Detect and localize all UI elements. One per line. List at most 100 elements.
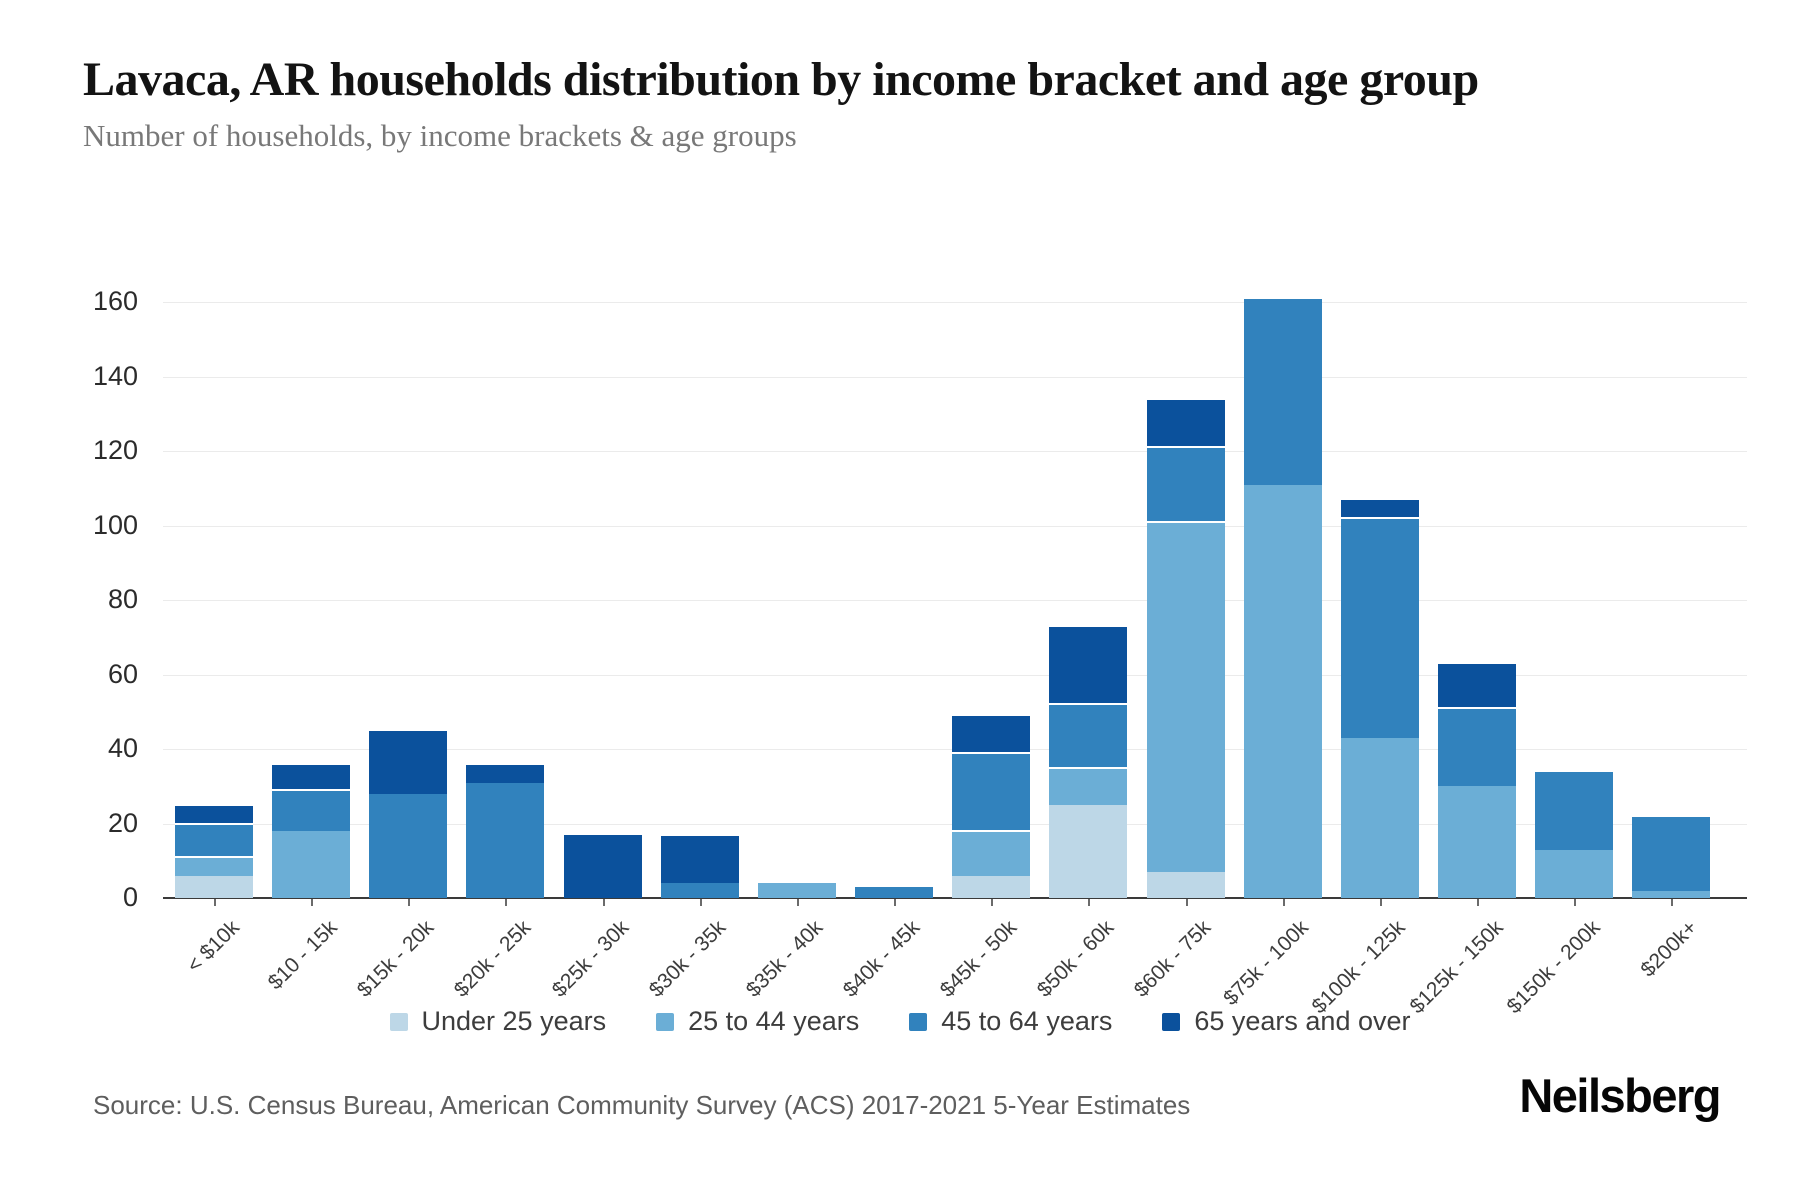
bar-segment-under-25-years[interactable] [952,875,1031,898]
bar-segment-45-to-64-years[interactable] [1437,708,1516,787]
segment-divider [1243,297,1322,300]
gridline-100 [163,525,1747,527]
axis-tick [1185,899,1188,906]
segment-divider [175,803,253,806]
legend-swatch [656,1012,675,1031]
segment-divider [1146,520,1225,523]
page-title: Lavaca, AR households distribution by in… [83,53,1479,106]
segment-divider [272,762,351,765]
legend-item-45-to-64-years[interactable]: 45 to 64 years [909,1006,1112,1037]
axis-tick [1671,899,1674,906]
x-axis-category-label: $20k - 25k [450,916,536,1002]
bar-segment-25-to-44-years[interactable] [175,857,253,876]
bar-segment-25-to-44-years[interactable] [1146,521,1225,872]
x-axis-category-label: $45k - 50k [935,916,1022,1002]
bar-segment-25-to-44-years[interactable] [1535,849,1614,898]
bar-segment-25-to-44-years[interactable] [272,830,351,898]
axis-tick [311,899,314,906]
bar-segment-45-to-64-years[interactable] [660,883,739,898]
legend-swatch [389,1012,408,1031]
bar-segment-45-to-64-years[interactable] [1340,518,1419,738]
axis-tick [894,899,897,906]
segment-divider [952,714,1031,717]
bar-segment-65-years-and-over[interactable] [660,834,739,884]
x-axis-category-label: $35k - 40k [741,916,828,1002]
segment-divider [1049,703,1128,706]
bar-segment-45-to-64-years[interactable] [1632,816,1711,891]
axis-tick [796,899,799,906]
segment-divider [369,729,448,732]
axis-tick [1476,899,1479,906]
legend-item-25-to-44-years[interactable]: 25 to 44 years [656,1006,859,1037]
axis-tick [1574,899,1577,906]
axis-tick [699,899,702,906]
bar-segment-25-to-44-years[interactable] [952,830,1031,876]
segment-divider [1049,766,1128,769]
bar-segment-45-to-64-years[interactable] [369,793,448,898]
gridline-160 [163,302,1747,303]
x-axis-category-label: $10 - 15k [263,916,342,995]
bar-segment-25-to-44-years[interactable] [1340,737,1419,898]
bar-segment-45-to-64-years[interactable] [855,886,934,898]
page-subtitle: Number of households, by income brackets… [83,118,797,153]
bar-segment-65-years-and-over[interactable] [563,834,642,898]
legend-swatch [909,1012,928,1031]
bar-segment-45-to-64-years[interactable] [1243,298,1322,485]
x-axis-line [163,897,1747,899]
segment-divider [1535,770,1614,773]
axis-tick [1282,899,1285,906]
bar-segment-25-to-44-years[interactable] [1437,786,1516,898]
segment-divider [1437,707,1516,710]
segment-divider [1146,446,1225,449]
axis-tick [1379,899,1382,906]
bar-segment-65-years-and-over[interactable] [1146,398,1225,448]
bar-segment-45-to-64-years[interactable] [175,823,253,858]
x-axis-category-label: < $10k [182,916,245,978]
source-note: Source: U.S. Census Bureau, American Com… [93,1090,1191,1120]
bar-segment-45-to-64-years[interactable] [1146,447,1225,522]
legend-item-65-years-and-over[interactable]: 65 years and over [1162,1006,1411,1037]
bar-segment-45-to-64-years[interactable] [466,782,545,898]
bar-segment-65-years-and-over[interactable] [1437,663,1516,708]
neilsberg-logo[interactable]: Neilsberg [1519,1069,1721,1122]
bar-segment-under-25-years[interactable] [1049,804,1128,898]
bar-segment-25-to-44-years[interactable] [1243,484,1322,898]
bar-segment-under-25-years[interactable] [175,875,253,898]
gridline-80 [163,600,1747,601]
bar-segment-45-to-64-years[interactable] [1049,704,1128,768]
y-axis-tick-label: 20 [107,807,138,838]
bar-segment-65-years-and-over[interactable] [272,763,351,790]
x-axis-category-label: $15k - 20k [352,916,439,1002]
legend-label: Under 25 years [421,1006,607,1036]
bar-segment-45-to-64-years[interactable] [1535,771,1614,850]
legend-item-under-25-years[interactable]: Under 25 years [389,1006,607,1037]
bar-segment-65-years-and-over[interactable] [175,804,253,824]
x-axis-category-label: $125k - 150k [1405,916,1508,1019]
bar-segment-45-to-64-years[interactable] [272,789,351,831]
gridline-60 [163,674,1747,676]
bar-segment-25-to-44-years[interactable] [1049,767,1128,805]
bar-segment-under-25-years[interactable] [1146,871,1225,898]
bar-segment-65-years-and-over[interactable] [369,730,448,794]
y-axis-tick-label: 100 [92,509,138,540]
segment-divider [466,762,545,765]
bar-segment-45-to-64-years[interactable] [952,752,1031,831]
segment-divider [952,751,1031,754]
bar-segment-65-years-and-over[interactable] [466,763,545,783]
bar-segment-65-years-and-over[interactable] [1049,626,1128,705]
x-axis-category-label: $100k - 125k [1307,916,1411,1019]
bar-segment-65-years-and-over[interactable] [952,715,1031,753]
y-axis-tick-label: 40 [107,733,138,763]
bar-segment-25-to-44-years[interactable] [757,883,836,898]
segment-divider [952,829,1031,832]
segment-divider [1146,397,1225,400]
axis-tick [991,899,994,906]
segment-divider [272,788,351,791]
gridline-120 [163,451,1747,452]
axis-tick [214,899,216,906]
x-axis-category-label: $25k - 30k [547,916,633,1002]
axis-tick [505,899,508,906]
bar-segment-25-to-44-years[interactable] [1632,890,1711,898]
bar-segment-65-years-and-over[interactable] [1340,499,1419,519]
